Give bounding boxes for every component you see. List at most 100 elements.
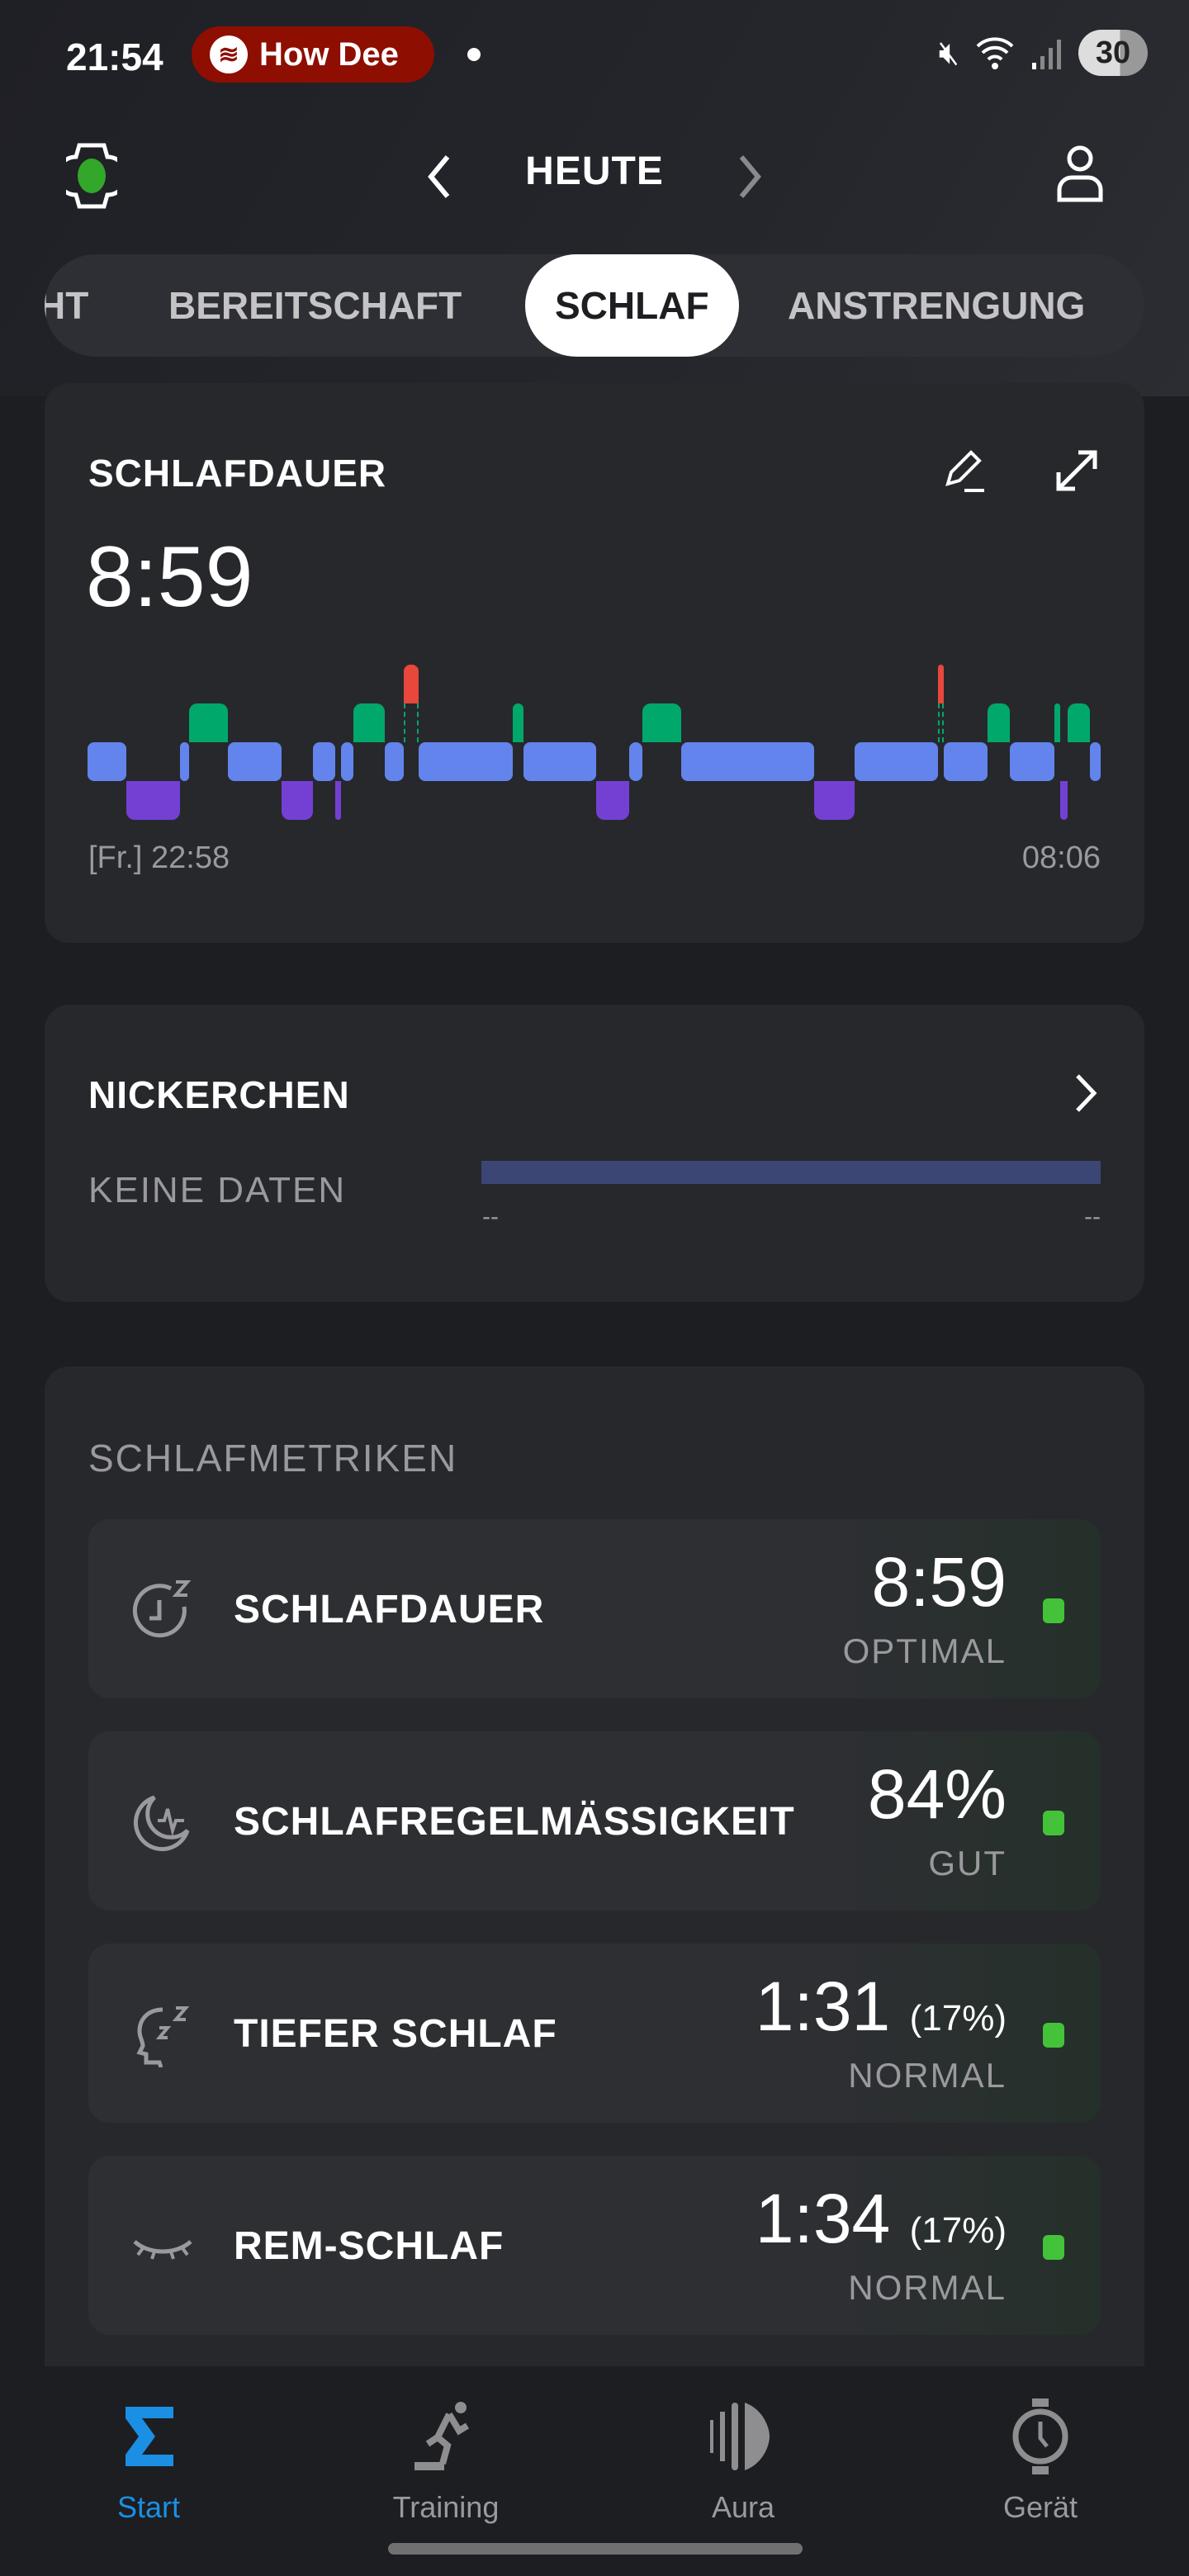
hypnogram-segment-light [385,742,404,781]
metric-row[interactable]: SCHLAFDAUER 8:59 OPTIMAL [88,1519,1101,1698]
edit-icon[interactable] [940,446,989,495]
hypnogram-segment-deep [335,781,341,820]
hypnogram-segment-deep [595,781,630,820]
nav-label: Gerät [1002,2490,1078,2524]
hypnogram-segment-rem [353,703,386,742]
nav-label: Training [392,2490,500,2524]
tab-anstrengung[interactable]: ANSTRENGUNG [788,284,1086,327]
status-indicator [1043,1811,1064,1835]
expand-icon[interactable] [1052,446,1101,495]
metrics-title: SCHLAFMETRIKEN [88,1437,458,1480]
sleep-duration-value: 8:59 [86,529,253,625]
wifi-icon [976,37,1014,69]
nav-geraet[interactable]: Gerät [941,2391,1139,2525]
nap-empty-label: KEINE DATEN [88,1170,347,1210]
runner-icon [414,2402,470,2470]
metric-label: SCHLAFDAUER [234,1588,545,1631]
hypnogram-awake-connector [403,703,419,742]
metric-label: SCHLAFREGELMÄSSIGKEIT [234,1800,795,1844]
media-title: How Dee [259,36,399,73]
tab-schlaf[interactable]: SCHLAF [525,254,739,357]
nap-timeline-bar [481,1161,1101,1184]
hypnogram-segment-light [523,742,596,781]
hypnogram-segment-deep [813,781,855,820]
hypnogram-chart[interactable] [88,665,1101,822]
tab-bereitschaft[interactable]: BEREITSCHAFT [168,284,462,327]
sleep-duration-card[interactable]: SCHLAFDAUER 8:59 [Fr.] 22:58 08:06 [45,383,1144,943]
date-title: HEUTE [525,149,664,193]
metric-label: REM-SCHLAF [234,2224,504,2268]
battery-indicator: 30 [1078,30,1148,76]
hypnogram-segment-light [855,742,938,781]
metric-percent: (17%) [909,1998,1007,2039]
hypnogram-segment-light [179,742,190,781]
sleep-clock-icon [130,1577,196,1643]
hypnogram-segment-deep [126,781,180,820]
metric-value: 1:34 (17%) [756,2179,1007,2259]
home-indicator[interactable] [388,2543,803,2555]
hypnogram-segment-rem [642,703,681,742]
chevron-right-icon[interactable] [1073,1073,1098,1114]
metric-status: GUT [928,1844,1007,1882]
watch-icon [1012,2398,1068,2474]
tab-ueberblick[interactable]: HT [45,284,89,327]
sleep-metrics-card: SCHLAFMETRIKEN SCHLAFDAUER 8:59 OPTIMAL … [45,1366,1144,2440]
nap-card[interactable]: NICKERCHEN KEINE DATEN -- -- [45,1005,1144,1302]
metric-value: 1:31 (17%) [756,1967,1007,2047]
metric-value: 8:59 [872,1542,1007,1622]
metric-row[interactable]: SCHLAFREGELMÄSSIGKEIT 84% GUT [88,1731,1101,1911]
hypnogram-segment-light [680,742,814,781]
nap-title: NICKERCHEN [88,1073,350,1116]
bottom-navigation: Start Training Aura Gerät [0,2366,1189,2576]
hypnogram-segment-rem [1054,703,1060,742]
hypnogram-segment-light [1089,742,1101,781]
hypnogram-segment-deep [1059,781,1068,820]
metric-number: 1:34 [755,2180,891,2257]
watch-connected-icon[interactable] [66,142,117,210]
nav-training[interactable]: Training [347,2391,545,2525]
head-sleep-icon [130,2001,196,2068]
status-time: 21:54 [66,36,163,78]
status-indicator [1043,2235,1064,2260]
hypnogram-segment-light [88,742,127,781]
metric-number: 1:31 [755,1968,891,2045]
card-title: SCHLAFDAUER [88,452,387,495]
profile-icon[interactable] [1055,144,1105,203]
aura-icon [710,2403,770,2470]
metric-number: 84% [867,1755,1007,1833]
hypnogram-awake-connector [937,703,944,742]
nap-end: -- [1084,1203,1101,1230]
metric-percent: (17%) [909,2210,1007,2251]
sleep-start-label: [Fr.] 22:58 [88,841,230,875]
metric-value: 84% [868,1754,1007,1835]
metric-number: 8:59 [871,1543,1007,1621]
metric-row[interactable]: TIEFER SCHLAF 1:31 (17%) NORMAL [88,1944,1101,2123]
notification-dot [467,48,481,61]
metric-status: NORMAL [848,2056,1007,2095]
nav-start[interactable]: Start [50,2391,248,2525]
hypnogram-segment-awake [403,665,419,703]
metric-label: TIEFER SCHLAF [234,2012,557,2056]
status-indicator [1043,2023,1064,2048]
hypnogram-segment-rem [1067,703,1090,742]
next-day-chevron-icon[interactable] [735,154,765,200]
status-icons: 🔇︎ 30 [939,30,1148,76]
nav-label: Aura [711,2490,775,2524]
hypnogram-segment-light [1010,742,1055,781]
hypnogram-segment-light [943,742,988,781]
nav-label: Start [116,2490,181,2524]
closed-eye-icon [130,2214,196,2280]
metric-status: NORMAL [848,2268,1007,2307]
hypnogram-segment-light [313,742,336,781]
hypnogram-segment-deep [282,781,314,820]
moon-pulse-icon [130,1789,196,1855]
metric-row[interactable]: REM-SCHLAF 1:34 (17%) NORMAL [88,2156,1101,2335]
nav-aura[interactable]: Aura [644,2391,842,2525]
media-chip[interactable]: ≋ How Dee [192,26,434,83]
spotify-icon: ≋ [210,36,248,73]
previous-day-chevron-icon[interactable] [424,154,454,200]
hypnogram-segment-light [629,742,642,781]
signal-icon [1032,40,1061,69]
hypnogram-segment-light [340,742,354,781]
metric-status: OPTIMAL [842,1631,1007,1670]
